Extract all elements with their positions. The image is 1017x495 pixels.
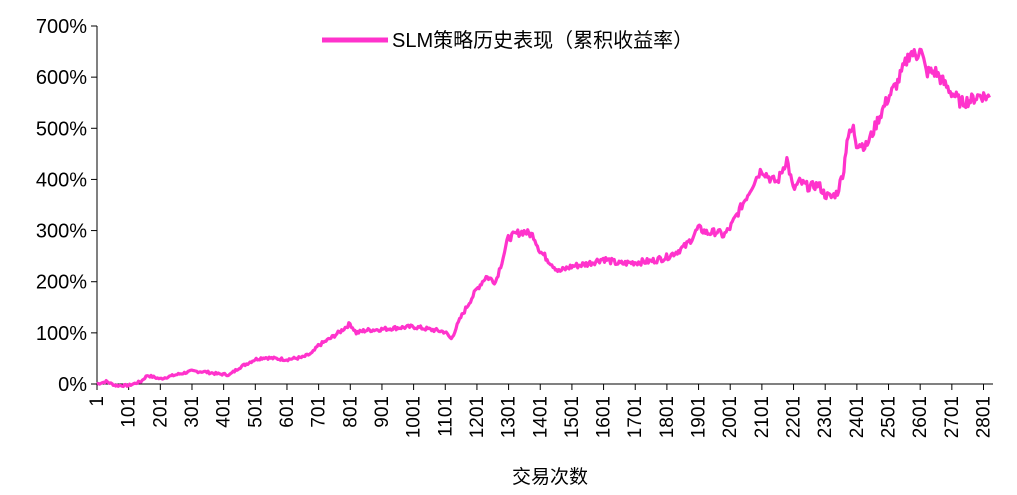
x-tick-label: 301: [182, 396, 203, 428]
x-tick-label: 2801: [974, 396, 995, 438]
x-tick-label: 2601: [910, 396, 931, 438]
y-tick-label: 200%: [36, 272, 87, 294]
x-tick-label: 2101: [752, 396, 773, 438]
x-tick-label: 1701: [625, 396, 646, 438]
x-tick-label: 201: [150, 396, 171, 428]
x-tick-label: 1601: [594, 396, 615, 438]
x-tick-label: 1001: [404, 396, 425, 438]
x-tick-label: 401: [214, 396, 235, 428]
y-tick-label: 0%: [58, 374, 87, 396]
legend: SLM策略历史表现（累积收益率）: [322, 29, 693, 52]
x-tick-label: 1201: [467, 396, 488, 438]
y-tick-label: 500%: [36, 118, 87, 140]
x-tick-label: 2401: [847, 396, 868, 438]
x-tick-label: 1501: [562, 396, 583, 438]
x-tick-label: 101: [119, 396, 140, 428]
x-tick-label: 1401: [530, 396, 551, 438]
x-tick-label: 1801: [657, 396, 678, 438]
y-tick-label: 700%: [36, 16, 87, 38]
x-tick-label: 1301: [499, 396, 520, 438]
x-tick-label: 801: [340, 396, 361, 428]
y-axis: 0% 100% 200% 300% 400% 500% 600% 700%: [36, 16, 98, 396]
x-tick-label: 901: [372, 396, 393, 428]
x-tick-label: 2201: [784, 396, 805, 438]
legend-label: SLM策略历史表现（累积收益率）: [392, 29, 693, 52]
x-tick-label: 1: [87, 396, 108, 407]
x-tick-label: 1901: [689, 396, 710, 438]
x-tick-label: 2501: [879, 396, 900, 438]
x-tick-label: 501: [245, 396, 266, 428]
y-tick-label: 300%: [36, 221, 87, 243]
x-tick-label: 2301: [815, 396, 836, 438]
plot-area: [96, 47, 991, 389]
x-tick-label: 2701: [942, 396, 963, 438]
x-axis: 1 101 201 301 401 501 601 701 801 901 1001 1101 1201…: [87, 383, 995, 438]
x-tick-label: 2001: [720, 396, 741, 438]
x-tick-label: 1101: [435, 396, 456, 437]
y-tick-label: 600%: [36, 67, 87, 89]
y-tick-label: 100%: [36, 323, 87, 345]
y-tick-label: 400%: [36, 169, 87, 191]
x-axis-title: 交易次数: [512, 466, 588, 488]
x-tick-label: 701: [309, 396, 330, 428]
x-tick-label: 601: [277, 396, 298, 428]
series-line: [96, 47, 991, 389]
